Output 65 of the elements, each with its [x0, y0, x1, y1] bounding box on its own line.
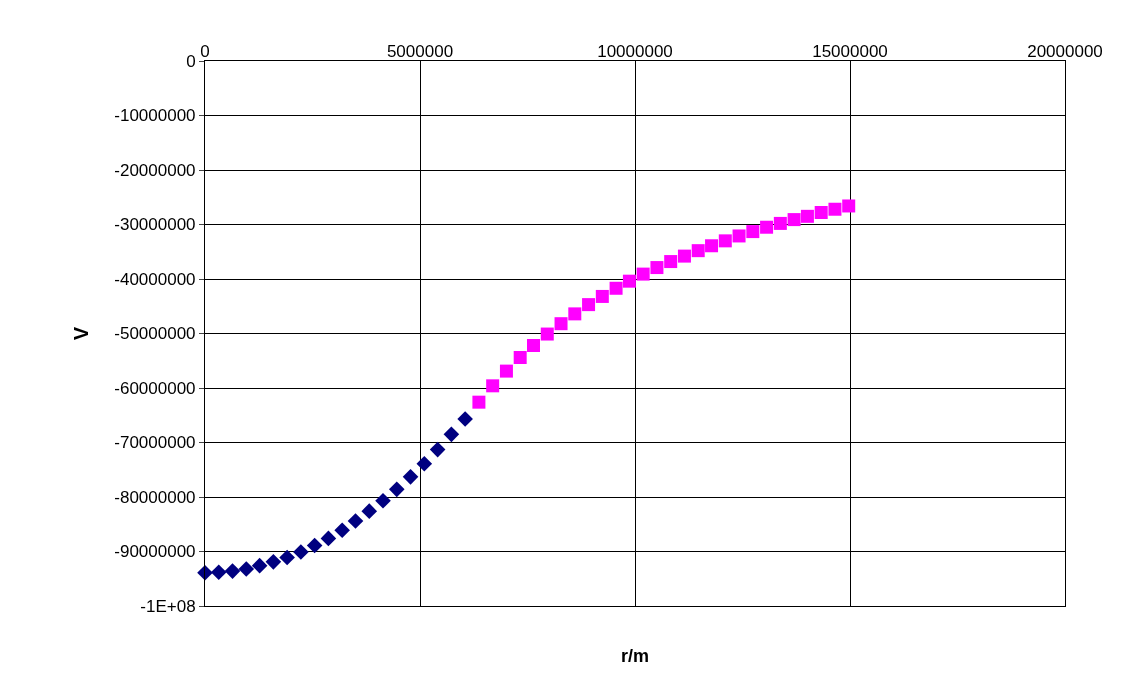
point: [691, 244, 705, 258]
point: [842, 199, 856, 213]
point: [527, 338, 541, 352]
point: [664, 255, 678, 269]
y-tick-label: -20000000: [114, 160, 196, 180]
point: [293, 544, 309, 560]
y-tick-label: -40000000: [114, 269, 196, 289]
point: [279, 549, 295, 566]
point: [238, 561, 255, 577]
point: [486, 379, 500, 393]
point: [251, 557, 268, 574]
point: [472, 395, 486, 409]
point: [306, 537, 323, 554]
y-tick-label: -30000000: [114, 215, 196, 235]
x-tick-label: 5000000: [386, 42, 454, 62]
point: [210, 564, 227, 581]
point: [650, 261, 664, 275]
point: [705, 239, 719, 253]
y-tick-label: -50000000: [114, 324, 196, 344]
point: [582, 298, 596, 312]
x-tick-label: 20000000: [1027, 42, 1103, 62]
point: [224, 563, 241, 579]
y-tick-label: -90000000: [114, 542, 196, 562]
point: [760, 220, 774, 234]
point: [197, 564, 213, 581]
x-axis-title: r/m: [621, 646, 650, 666]
point: [718, 234, 732, 248]
point: [416, 455, 433, 472]
point: [443, 426, 460, 443]
point: [499, 364, 513, 378]
point: [609, 281, 623, 295]
y-tick-label: -10000000: [114, 106, 196, 126]
point: [595, 289, 609, 303]
point: [773, 216, 787, 230]
point: [636, 267, 650, 281]
point: [800, 209, 814, 223]
x-tick-label: 0: [200, 42, 210, 62]
point: [622, 274, 636, 288]
y-tick-label: -80000000: [114, 487, 196, 507]
point: [361, 503, 378, 519]
point: [402, 469, 419, 485]
y-tick-label: -1E+08: [140, 596, 196, 616]
point: [540, 327, 554, 341]
point: [828, 202, 842, 216]
point: [265, 554, 282, 570]
point: [429, 441, 446, 458]
y-tick-label: -70000000: [114, 433, 196, 453]
point: [746, 225, 760, 239]
point: [347, 513, 364, 529]
point: [814, 206, 828, 220]
point: [677, 249, 691, 263]
y-axis-title: V: [69, 326, 92, 341]
point: [787, 213, 801, 227]
point: [320, 530, 337, 547]
point: [732, 229, 746, 243]
point: [554, 317, 568, 331]
point: [457, 411, 473, 427]
point: [375, 493, 391, 509]
x-tick-label: 15000000: [812, 42, 888, 62]
y-tick-label: -60000000: [114, 378, 196, 398]
point: [568, 307, 582, 321]
point: [513, 350, 527, 364]
point: [334, 522, 350, 539]
point: [388, 481, 405, 498]
x-tick-label: 10000000: [597, 42, 673, 62]
